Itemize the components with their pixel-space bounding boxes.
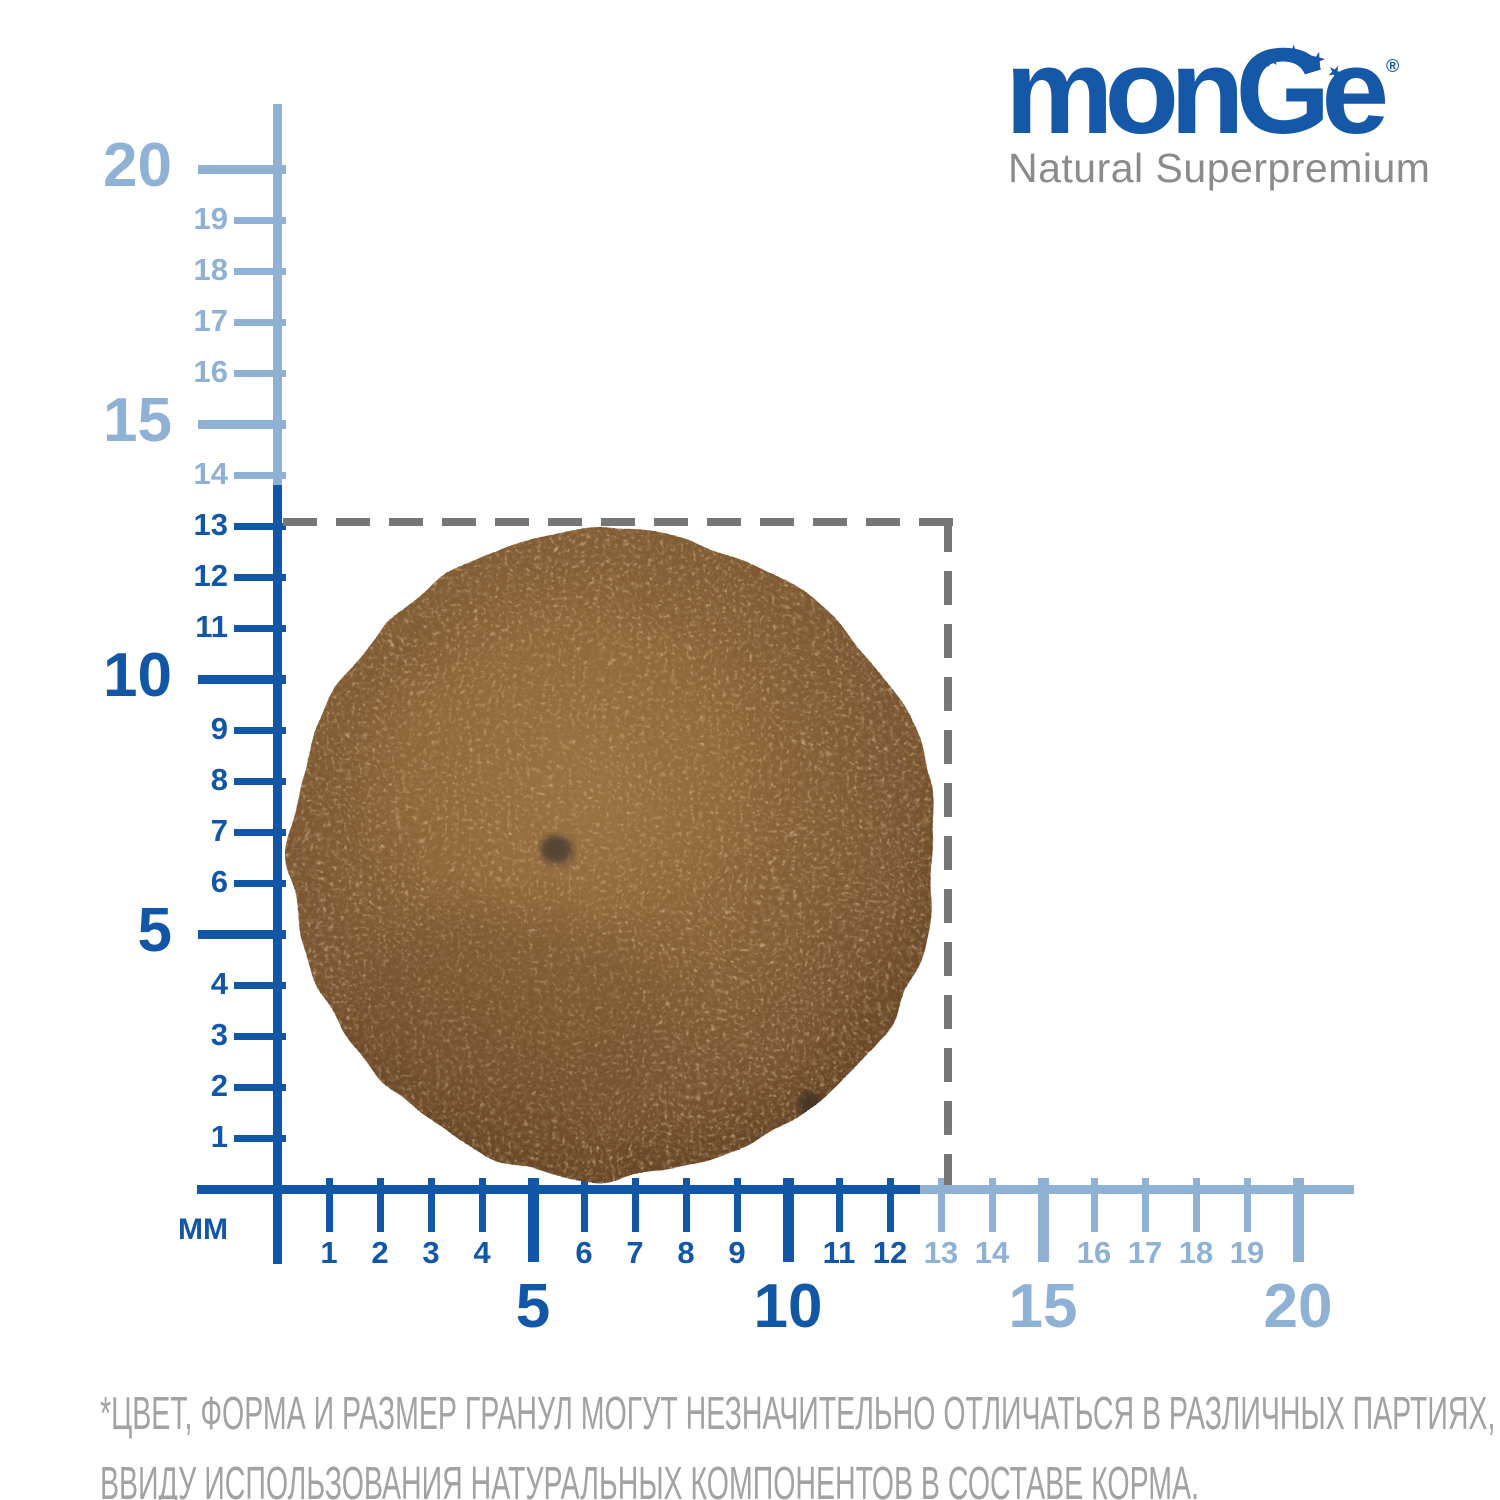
x-tick [326, 1178, 333, 1232]
y-tick-label: 7 [210, 813, 228, 848]
x-axis-line [197, 1185, 1354, 1194]
y-tick-label: 6 [210, 864, 228, 899]
x-tick-label: 6 [575, 1235, 593, 1270]
y-tick [234, 727, 286, 734]
y-tick-label: 10 [103, 641, 172, 710]
mm-unit-label: MM [178, 1213, 228, 1246]
x-tick [581, 1178, 588, 1232]
y-tick-label: 1 [210, 1119, 228, 1154]
y-tick-label: 15 [103, 386, 172, 455]
x-tick [1293, 1178, 1304, 1262]
y-tick-label: 5 [137, 896, 172, 965]
x-tick [989, 1178, 996, 1232]
y-tick [198, 420, 286, 429]
y-tick-label: 17 [193, 303, 228, 338]
kibble-granule-photo [290, 529, 938, 1177]
y-tick [234, 523, 286, 530]
disclaimer-line-1: *ЦВЕТ, ФОРМА И РАЗМЕР ГРАНУЛ МОГУТ НЕЗНА… [100, 1387, 1496, 1439]
y-tick [198, 675, 286, 684]
y-tick [234, 574, 286, 581]
x-tick-label: 4 [473, 1235, 491, 1270]
logo-subtitle: Natural Superpremium [1008, 145, 1431, 191]
y-tick-label: 14 [193, 456, 228, 491]
x-tick-label: 11 [822, 1235, 856, 1270]
y-tick [234, 829, 286, 836]
x-tick [479, 1178, 486, 1232]
y-tick [234, 1084, 286, 1091]
registered-trademark-icon: ® [1386, 56, 1400, 76]
x-tick-label: 2 [371, 1235, 389, 1270]
x-tick [734, 1178, 741, 1232]
x-tick [377, 1178, 384, 1232]
x-tick-label: 3 [422, 1235, 440, 1270]
y-tick [234, 370, 286, 377]
x-tick-label: 20 [1263, 1272, 1333, 1341]
y-tick [234, 880, 286, 887]
y-tick [234, 217, 286, 224]
x-tick-label: 8 [677, 1235, 695, 1270]
x-tick-label: 5 [515, 1272, 551, 1341]
y-tick [234, 778, 286, 785]
x-tick-label: 1 [320, 1235, 338, 1270]
y-tick [234, 1033, 286, 1040]
x-tick [1193, 1178, 1200, 1232]
x-tick [887, 1178, 894, 1232]
y-axis-line [273, 104, 282, 1264]
x-tick-label: 18 [1178, 1235, 1214, 1270]
y-tick-label: 16 [193, 354, 228, 389]
y-tick-label: 13 [193, 507, 228, 542]
x-tick [938, 1178, 945, 1232]
y-tick [234, 982, 286, 989]
x-tick [836, 1178, 843, 1232]
y-tick-label: 2 [210, 1068, 228, 1103]
x-tick-label: 9 [728, 1235, 746, 1270]
x-tick [632, 1178, 639, 1232]
x-tick [1142, 1178, 1149, 1232]
x-tick [528, 1178, 539, 1262]
logo-wordmark: monGe [1005, 23, 1389, 159]
x-tick [683, 1178, 690, 1232]
x-tick-label: 13 [923, 1235, 959, 1270]
x-tick-label: 16 [1076, 1235, 1112, 1270]
y-tick [234, 472, 286, 479]
x-tick [1244, 1178, 1251, 1232]
x-tick [1091, 1178, 1098, 1232]
x-tick-label: 19 [1229, 1235, 1265, 1270]
y-tick [234, 625, 286, 632]
y-tick [234, 1135, 286, 1142]
x-tick-label: 17 [1127, 1235, 1163, 1270]
x-tick-label: 10 [753, 1272, 823, 1341]
y-tick-label: 18 [193, 252, 228, 287]
y-tick [198, 165, 286, 174]
x-tick [428, 1178, 435, 1232]
granule-boundary-dashed-line-horizontal [283, 518, 954, 526]
y-tick-label: 12 [193, 558, 228, 593]
y-tick [198, 930, 286, 939]
y-tick-label: 11 [195, 609, 228, 644]
x-tick [783, 1178, 794, 1262]
y-tick-label: 19 [193, 201, 228, 236]
star-icon: ★ [1283, 41, 1305, 68]
x-tick-label: 15 [1008, 1272, 1078, 1341]
disclaimer-line-2: ВВИДУ ИСПОЛЬЗОВАНИЯ НАТУРАЛЬНЫХ КОМПОНЕН… [100, 1457, 1200, 1500]
y-tick-label: 8 [210, 762, 228, 797]
x-tick [1038, 1178, 1049, 1262]
y-tick [234, 268, 286, 275]
y-tick [234, 319, 286, 326]
y-tick-label: 9 [210, 711, 228, 746]
y-tick-label: 20 [103, 131, 172, 200]
y-tick-label: 4 [210, 966, 228, 1001]
y-tick-label: 3 [210, 1017, 228, 1052]
x-tick-label: 14 [974, 1235, 1010, 1270]
granule-boundary-dashed-line-vertical [944, 518, 952, 1185]
x-tick-label: 7 [626, 1235, 644, 1270]
x-tick-label: 12 [872, 1235, 908, 1270]
